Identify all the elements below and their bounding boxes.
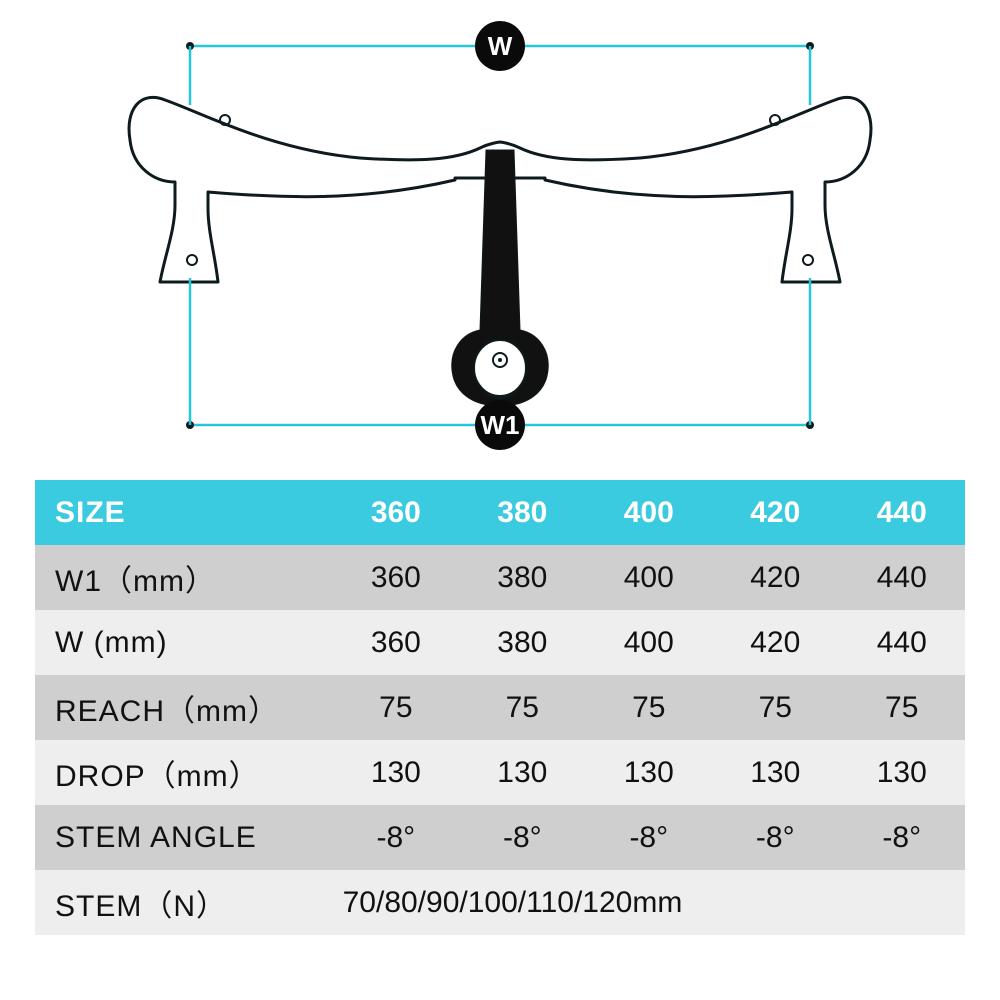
- dimension-badge-w: W: [475, 21, 525, 71]
- table-cell: 400: [586, 610, 712, 675]
- table-cell: 360: [333, 545, 459, 610]
- spec-table: SIZE360380400420440 W1（mm）36038040042044…: [35, 480, 965, 935]
- table-row: STEM ANGLE-8°-8°-8°-8°-8°: [35, 805, 965, 870]
- table-cell: 360: [333, 610, 459, 675]
- spec-table-container: SIZE360380400420440 W1（mm）36038040042044…: [0, 480, 1000, 1000]
- table-header-size: 380: [459, 480, 585, 545]
- table-header-size: 420: [712, 480, 838, 545]
- table-header-size: 400: [586, 480, 712, 545]
- table-cell: -8°: [838, 805, 965, 870]
- table-header-label: SIZE: [35, 480, 333, 545]
- table-cell: -8°: [333, 805, 459, 870]
- table-cell: 420: [712, 610, 838, 675]
- table-cell: 380: [459, 545, 585, 610]
- table-cell: 400: [586, 545, 712, 610]
- table-row-label: STEM ANGLE: [35, 805, 333, 870]
- table-row-label: W (mm): [35, 610, 333, 675]
- table-cell: 130: [333, 740, 459, 805]
- table-row: REACH（mm）7575757575: [35, 675, 965, 740]
- dimension-badge-w1-label: W1: [481, 410, 520, 441]
- handlebar-diagram: W W1: [0, 0, 1000, 480]
- table-header-size: 360: [333, 480, 459, 545]
- table-row-label: DROP（mm）: [35, 740, 333, 805]
- table-cell: 130: [459, 740, 585, 805]
- table-cell: 130: [838, 740, 965, 805]
- table-cell: 75: [712, 675, 838, 740]
- table-cell: -8°: [586, 805, 712, 870]
- table-cell-merged: 70/80/90/100/110/120mm: [333, 870, 965, 935]
- table-row-label: STEM（N）: [35, 870, 333, 935]
- table-cell: -8°: [459, 805, 585, 870]
- page: W W1 SIZE360380400420440 W1（mm）360380400…: [0, 0, 1000, 1000]
- table-cell: -8°: [712, 805, 838, 870]
- table-cell: 130: [586, 740, 712, 805]
- table-row: STEM（N）70/80/90/100/110/120mm: [35, 870, 965, 935]
- table-cell: 440: [838, 545, 965, 610]
- dimension-badge-w1: W1: [475, 400, 525, 450]
- dimension-badge-w-label: W: [488, 31, 513, 62]
- table-row-label: W1（mm）: [35, 545, 333, 610]
- table-row-label: REACH（mm）: [35, 675, 333, 740]
- table-row: W1（mm）360380400420440: [35, 545, 965, 610]
- table-cell: 75: [838, 675, 965, 740]
- table-header-size: 440: [838, 480, 965, 545]
- table-row: W (mm)360380400420440: [35, 610, 965, 675]
- table-cell: 75: [459, 675, 585, 740]
- table-cell: 380: [459, 610, 585, 675]
- spec-table-header-row: SIZE360380400420440: [35, 480, 965, 545]
- table-cell: 75: [586, 675, 712, 740]
- table-cell: 420: [712, 545, 838, 610]
- table-cell: 440: [838, 610, 965, 675]
- table-row: DROP（mm）130130130130130: [35, 740, 965, 805]
- table-cell: 130: [712, 740, 838, 805]
- table-cell: 75: [333, 675, 459, 740]
